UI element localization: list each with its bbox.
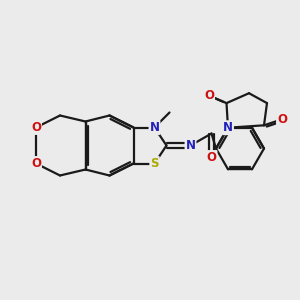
Text: N: N	[223, 121, 233, 134]
Text: O: O	[31, 157, 41, 170]
Text: S: S	[150, 157, 159, 170]
Text: O: O	[277, 113, 287, 126]
Text: N: N	[149, 121, 160, 134]
Text: O: O	[206, 151, 217, 164]
Text: O: O	[31, 121, 41, 134]
Text: N: N	[185, 139, 196, 152]
Text: O: O	[204, 89, 214, 102]
